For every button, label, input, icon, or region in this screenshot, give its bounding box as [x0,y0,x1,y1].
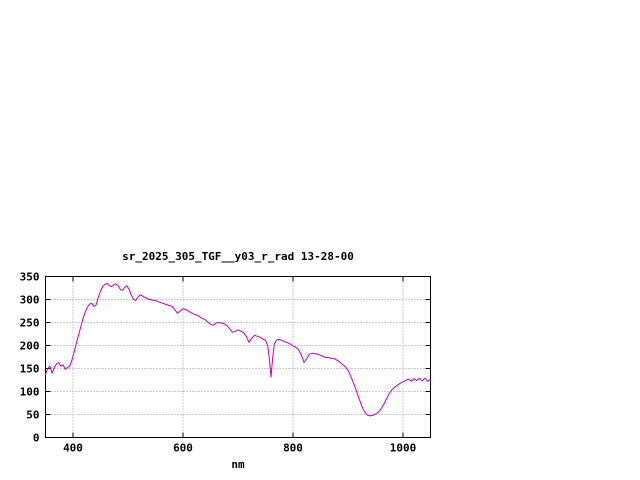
spectrum-line [45,282,431,417]
y-tick-label: 50 [26,409,39,422]
x-tick-label: 800 [283,442,303,455]
y-tick-label: 350 [20,271,40,284]
x-tick-label: 600 [173,442,193,455]
y-tick-label: 200 [20,340,40,353]
x-tick-label: 400 [63,442,83,455]
y-tick-label: 0 [33,432,40,445]
chart-title: sr_2025_305_TGF__y03_r_rad 13-28-00 [122,250,354,263]
y-tick-label: 100 [20,386,40,399]
x-axis-label: nm [231,458,245,471]
x-tick-label: 1000 [390,442,417,455]
y-tick-label: 150 [20,363,40,376]
y-tick-label: 300 [20,294,40,307]
plot-border [45,276,431,438]
y-tick-label: 250 [20,317,40,330]
